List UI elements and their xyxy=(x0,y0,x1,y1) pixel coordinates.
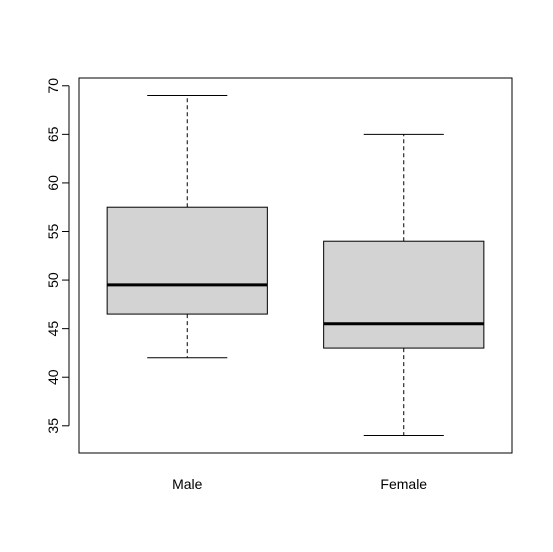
y-tick-label: 60 xyxy=(45,175,61,191)
y-tick-label: 55 xyxy=(45,224,61,240)
box-series xyxy=(106,94,485,437)
x-axis: Male Female xyxy=(172,476,427,492)
y-tick-label: 70 xyxy=(45,78,61,94)
box-male xyxy=(106,94,268,359)
x-tick-label: Male xyxy=(172,476,203,492)
y-tick-label: 65 xyxy=(45,126,61,142)
y-tick-label: 35 xyxy=(45,418,61,434)
box-female xyxy=(323,133,485,437)
iqr-box xyxy=(106,206,268,315)
y-tick-label: 45 xyxy=(45,321,61,337)
y-tick-label: 40 xyxy=(45,369,61,385)
x-tick-label: Female xyxy=(380,476,427,492)
plot-frame xyxy=(78,77,513,454)
y-tick-label: 50 xyxy=(45,272,61,288)
y-axis: 35 40 45 50 55 60 65 70 xyxy=(45,78,69,434)
iqr-box xyxy=(323,240,485,349)
